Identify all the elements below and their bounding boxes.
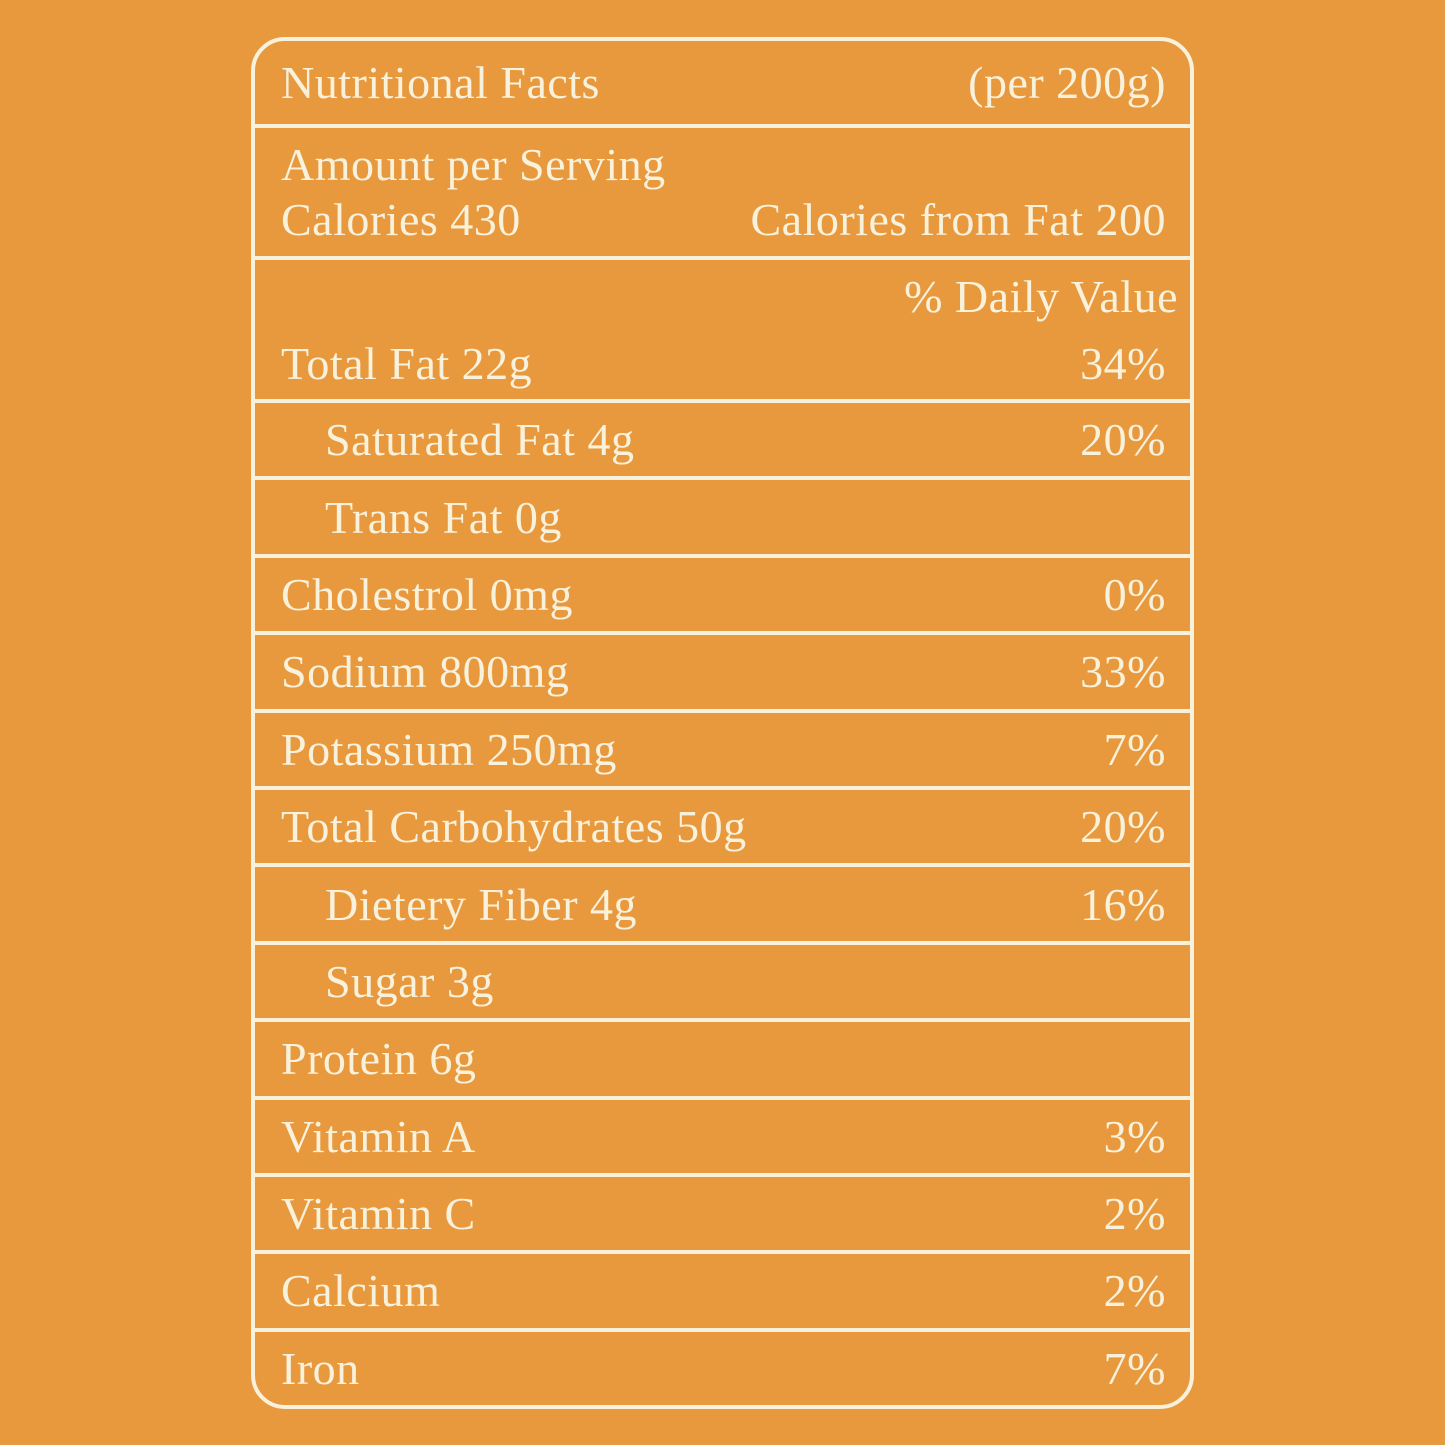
nutrient-label: Total Fat 22g bbox=[281, 337, 533, 389]
nutrient-label: Iron bbox=[281, 1342, 360, 1394]
nutrient-row: Protein 6g bbox=[255, 1018, 1190, 1095]
nutrient-row: Dietery Fiber 4g 16% bbox=[255, 863, 1190, 940]
nutrient-label: Sugar 3g bbox=[325, 955, 494, 1007]
nutrient-value: 2% bbox=[1103, 1265, 1166, 1317]
nutrient-value: 34% bbox=[1080, 337, 1166, 389]
nutrition-facts-panel: Nutritional Facts (per 200g) Amount per … bbox=[251, 37, 1194, 1409]
nutrient-value: 7% bbox=[1103, 1342, 1166, 1394]
nutrient-row: Saturated Fat 4g 20% bbox=[255, 399, 1190, 476]
nutrient-label: Protein 6g bbox=[281, 1033, 477, 1085]
nutrient-label: Potassium 250mg bbox=[281, 723, 617, 775]
nutrient-label: Sodium 800mg bbox=[281, 646, 570, 698]
nutrient-value: 33% bbox=[1080, 646, 1166, 698]
nutrient-value: 20% bbox=[1080, 801, 1166, 853]
nutrient-label: Calcium bbox=[281, 1265, 441, 1317]
nutrient-value: 3% bbox=[1103, 1110, 1166, 1162]
page-title: Nutritional Facts bbox=[281, 57, 600, 108]
nutrient-row: Cholestrol 0mg 0% bbox=[255, 553, 1190, 631]
nutrient-label: Cholestrol 0mg bbox=[281, 568, 573, 620]
nutrient-label: Saturated Fat 4g bbox=[325, 414, 635, 466]
serving-section: Amount per Serving Calories 430 Calories… bbox=[255, 124, 1190, 256]
nutrient-value: 0% bbox=[1103, 568, 1166, 620]
nutrient-row: Sodium 800mg 33% bbox=[255, 631, 1190, 708]
nutrient-row: Potassium 250mg 7% bbox=[255, 708, 1190, 786]
nutrient-row: Iron 7% bbox=[255, 1327, 1190, 1405]
daily-value-section: % Daily Value Total Fat 22g 34% bbox=[255, 256, 1190, 399]
header-row: Nutritional Facts (per 200g) bbox=[255, 41, 1190, 124]
nutrient-label: Dietery Fiber 4g bbox=[325, 878, 638, 930]
daily-value-header: % Daily Value bbox=[904, 270, 1178, 322]
nutrient-row: Vitamin C 2% bbox=[255, 1172, 1190, 1250]
nutrient-value: 16% bbox=[1080, 878, 1166, 930]
serving-size-note: (per 200g) bbox=[968, 57, 1166, 108]
nutrient-row: Calcium 2% bbox=[255, 1250, 1190, 1327]
nutrient-value: 7% bbox=[1103, 723, 1166, 775]
nutrient-row: Total Carbohydrates 50g 20% bbox=[255, 785, 1190, 863]
nutrient-label: Vitamin C bbox=[281, 1188, 476, 1240]
nutrient-row: Trans Fat 0g bbox=[255, 476, 1190, 553]
nutrient-row: Vitamin A 3% bbox=[255, 1095, 1190, 1173]
amount-per-serving-label: Amount per Serving bbox=[281, 139, 666, 190]
calories-label: Calories 430 bbox=[281, 194, 521, 245]
nutrient-label: Trans Fat 0g bbox=[325, 491, 562, 543]
calories-from-fat-label: Calories from Fat 200 bbox=[750, 194, 1166, 245]
nutrient-label: Vitamin A bbox=[281, 1110, 476, 1162]
nutrient-label: Total Carbohydrates 50g bbox=[281, 801, 747, 853]
nutrient-value: 20% bbox=[1080, 414, 1166, 466]
nutrient-row: Sugar 3g bbox=[255, 940, 1190, 1018]
nutrient-value: 2% bbox=[1103, 1188, 1166, 1240]
